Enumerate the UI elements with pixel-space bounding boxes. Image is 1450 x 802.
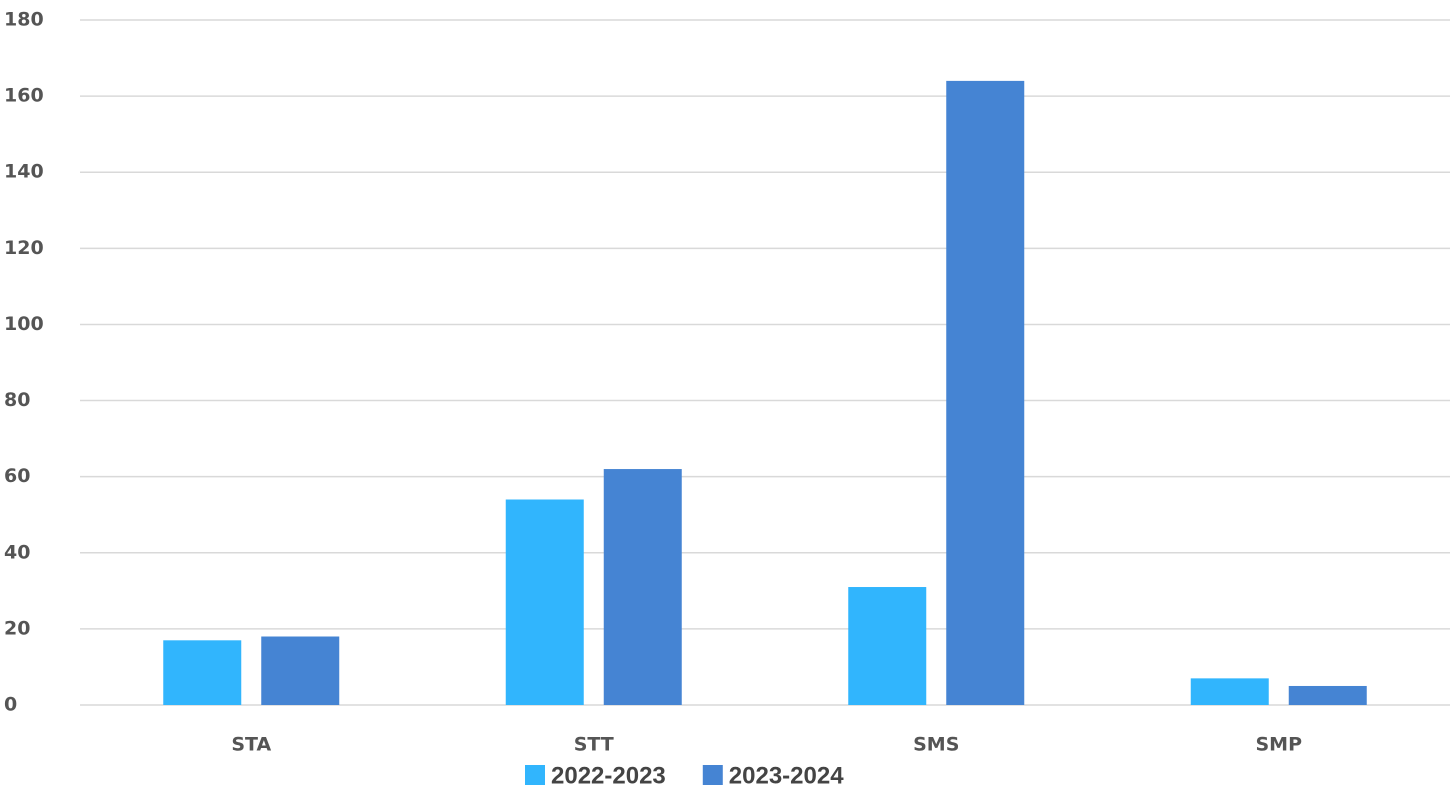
y-tick-label: 60 [4, 465, 30, 487]
y-tick-label: 100 [4, 313, 44, 335]
legend-swatch [525, 765, 545, 785]
x-tick-label: STT [574, 734, 614, 756]
legend-label: 2023-2024 [729, 762, 844, 789]
x-tick-label: SMS [913, 734, 959, 756]
bar [946, 80, 1025, 705]
bar [163, 640, 242, 705]
y-tick-label: 180 [4, 9, 44, 31]
bar [1190, 678, 1269, 705]
bar [848, 587, 927, 705]
y-tick-label: 80 [4, 389, 30, 411]
bar [1288, 685, 1367, 705]
y-tick-label: 120 [4, 237, 44, 259]
bar [603, 469, 682, 705]
y-tick-label: 0 [4, 694, 17, 716]
y-tick-label: 140 [4, 161, 44, 183]
legend-label: 2022-2023 [551, 762, 666, 789]
y-tick-label: 20 [4, 617, 30, 639]
x-tick-label: SMP [1255, 734, 1302, 756]
x-tick-label: STA [231, 734, 271, 756]
y-tick-label: 40 [4, 541, 30, 563]
bar [261, 636, 340, 705]
legend-swatch [702, 765, 723, 785]
y-tick-label: 160 [4, 85, 44, 107]
bar [505, 499, 584, 705]
